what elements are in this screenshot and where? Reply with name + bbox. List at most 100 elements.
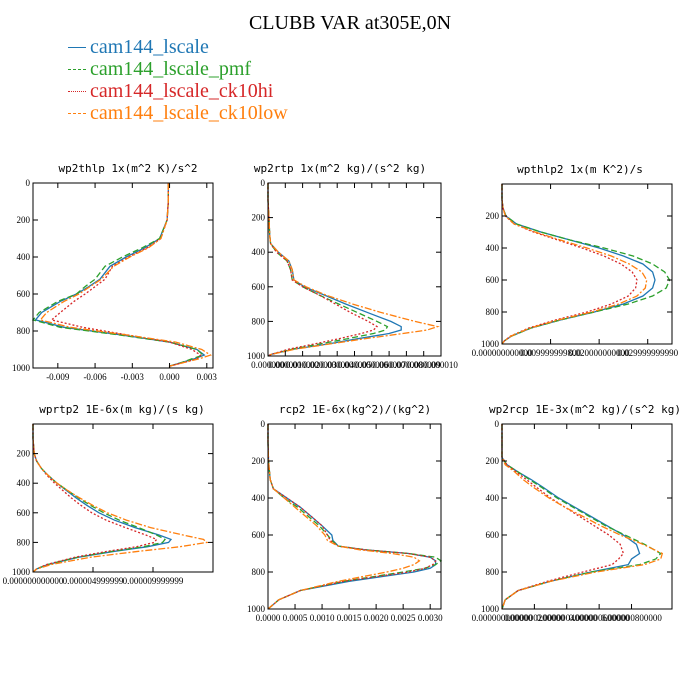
x-tick-label: 0.0005 xyxy=(283,613,308,623)
legend-label: cam144_lscale_ck10hi xyxy=(90,80,274,102)
x-tick-label: 0.003 xyxy=(197,372,218,382)
legend-swatch-green xyxy=(68,68,86,70)
y-tick-label: 1000 xyxy=(12,567,31,577)
series-line xyxy=(267,183,379,357)
x-tick-label: 0.0030 xyxy=(418,613,443,623)
legend-entry: cam144_lscale_ck10low xyxy=(68,102,288,124)
x-tick-label: 0.0010 xyxy=(310,613,335,623)
y-tick-label: 400 xyxy=(252,247,266,257)
x-tick-label: 0.000009999999 xyxy=(123,576,184,586)
series-line xyxy=(31,183,205,368)
series-line xyxy=(267,183,389,357)
series-line xyxy=(501,184,638,345)
legend-swatch-orange xyxy=(68,112,86,114)
x-tick-label: 0.000005 xyxy=(338,360,372,370)
x-tick-label: 0.000004999999 xyxy=(63,576,124,586)
x-tick-label: 0.000000000000 xyxy=(472,613,533,623)
x-tick-label: -0.006 xyxy=(83,372,107,382)
plot-frame xyxy=(501,183,673,345)
y-tick-label: 600 xyxy=(252,282,266,292)
x-tick-label: -0.003 xyxy=(121,372,145,382)
x-tick-label: 0.029999999990 xyxy=(617,348,678,358)
x-tick-label: 0.000003 xyxy=(303,360,337,370)
y-tick-label: 1000 xyxy=(12,363,31,373)
x-tick-label: 0.000007 xyxy=(372,360,406,370)
x-tick-label: 0.000001 xyxy=(268,360,302,370)
x-tick-label: 0.000 xyxy=(159,372,180,382)
x-tick-label: 0.000000200000 xyxy=(504,613,565,623)
series-line xyxy=(501,424,625,610)
x-tick-label: 0.000000 xyxy=(251,360,285,370)
y-tick-label: 800 xyxy=(486,307,500,317)
plot-frame xyxy=(32,423,214,573)
panel-title: wprtp2 1E-6x(m kg)/(s kg) xyxy=(39,403,205,416)
y-tick-label: 600 xyxy=(486,275,500,285)
y-tick-label: 1000 xyxy=(247,351,266,361)
y-tick-label: 800 xyxy=(486,567,500,577)
legend-label: cam144_lscale_ck10low xyxy=(90,102,288,124)
panel-title: wp2rtp 1x(m^2 kg)/(s^2 kg) xyxy=(254,162,426,175)
y-tick-label: 800 xyxy=(252,316,266,326)
series-line xyxy=(501,424,662,610)
panel-2: wp2rtp 1x(m^2 kg)/(s^2 kg) 0 200 400 600 800 1… xyxy=(247,162,458,370)
panel-5: rcp2 1E-6x(kg^2)/(kg^2) 0 200 400 600 800 1000… xyxy=(247,403,443,623)
series-line xyxy=(501,184,656,345)
series-line xyxy=(501,184,648,345)
panel-4: wprtp2 1E-6x(m kg)/(s kg) 200 400 600 800 100… xyxy=(3,403,214,586)
y-tick-label: 0 xyxy=(26,178,31,188)
x-tick-label: 0.000009 xyxy=(407,360,441,370)
series-line xyxy=(501,424,664,610)
x-tick-label: 0.000002 xyxy=(286,360,320,370)
x-tick-label: 0.009999999800 xyxy=(520,348,581,358)
y-tick-label: 200 xyxy=(252,213,266,223)
x-tick-label: 0.0000 xyxy=(256,613,281,623)
x-tick-label: 0.000000600000 xyxy=(569,613,630,623)
series-line xyxy=(267,183,440,357)
x-tick-label: 0.000008 xyxy=(390,360,424,370)
y-tick-label: 600 xyxy=(17,289,31,299)
legend-label: cam144_lscale_pmf xyxy=(90,58,252,80)
x-tick-label: 0.000000800000 xyxy=(601,613,662,623)
x-tick-label: 0.000004 xyxy=(320,360,354,370)
x-tick-label: 0.0025 xyxy=(391,613,416,623)
y-tick-label: 200 xyxy=(252,456,266,466)
panel-title: wp2rcp 1E-3x(m^2 kg)/(s^2 kg) xyxy=(489,403,681,416)
y-tick-label: 800 xyxy=(17,537,31,547)
x-tick-label: 0.000010 xyxy=(424,360,458,370)
figure-title: CLUBB VAR at305E,0N xyxy=(248,12,452,34)
y-tick-label: 400 xyxy=(17,478,31,488)
y-tick-label: 400 xyxy=(17,252,31,262)
panel-title: wpthlp2 1x(m K^2)/s xyxy=(517,163,643,176)
series-line xyxy=(39,183,212,368)
legend: cam144_lscale cam144_lscale_pmf cam144_l… xyxy=(68,36,288,124)
y-tick-label: 800 xyxy=(17,326,31,336)
plot-frame xyxy=(501,423,673,610)
y-tick-label: 600 xyxy=(486,530,500,540)
x-tick-label: 0.000000400000 xyxy=(536,613,597,623)
x-tick-label: -0.009 xyxy=(46,372,70,382)
series-line xyxy=(32,424,158,573)
y-tick-label: 1000 xyxy=(481,604,500,614)
series-line xyxy=(34,183,206,368)
y-tick-label: 0 xyxy=(495,419,500,429)
x-tick-label: 0.0020 xyxy=(364,613,389,623)
y-tick-label: 1000 xyxy=(247,604,266,614)
series-line xyxy=(501,424,641,610)
y-tick-label: 400 xyxy=(252,493,266,503)
series-line xyxy=(32,424,209,573)
y-tick-label: 600 xyxy=(17,508,31,518)
x-tick-label: 0.020000000000 xyxy=(569,348,630,358)
y-tick-label: 0 xyxy=(261,178,266,188)
legend-entry: cam144_lscale_ck10hi xyxy=(68,80,288,102)
panel-3: wpthlp2 1x(m K^2)/s 200 400 600 800 10000.000… xyxy=(472,163,679,358)
y-tick-label: 200 xyxy=(17,215,31,225)
x-tick-label: 0.000000000000 xyxy=(472,348,533,358)
y-tick-label: 200 xyxy=(486,211,500,221)
series-line xyxy=(50,183,202,368)
legend-entry: cam144_lscale xyxy=(68,36,288,58)
legend-swatch-red xyxy=(68,90,86,92)
y-tick-label: 200 xyxy=(17,449,31,459)
panel-1: wp2thlp 1x(m^2 K)/s^2 0 200 400 600 800 1000 -0… xyxy=(12,162,217,382)
plot-frame xyxy=(267,182,442,357)
